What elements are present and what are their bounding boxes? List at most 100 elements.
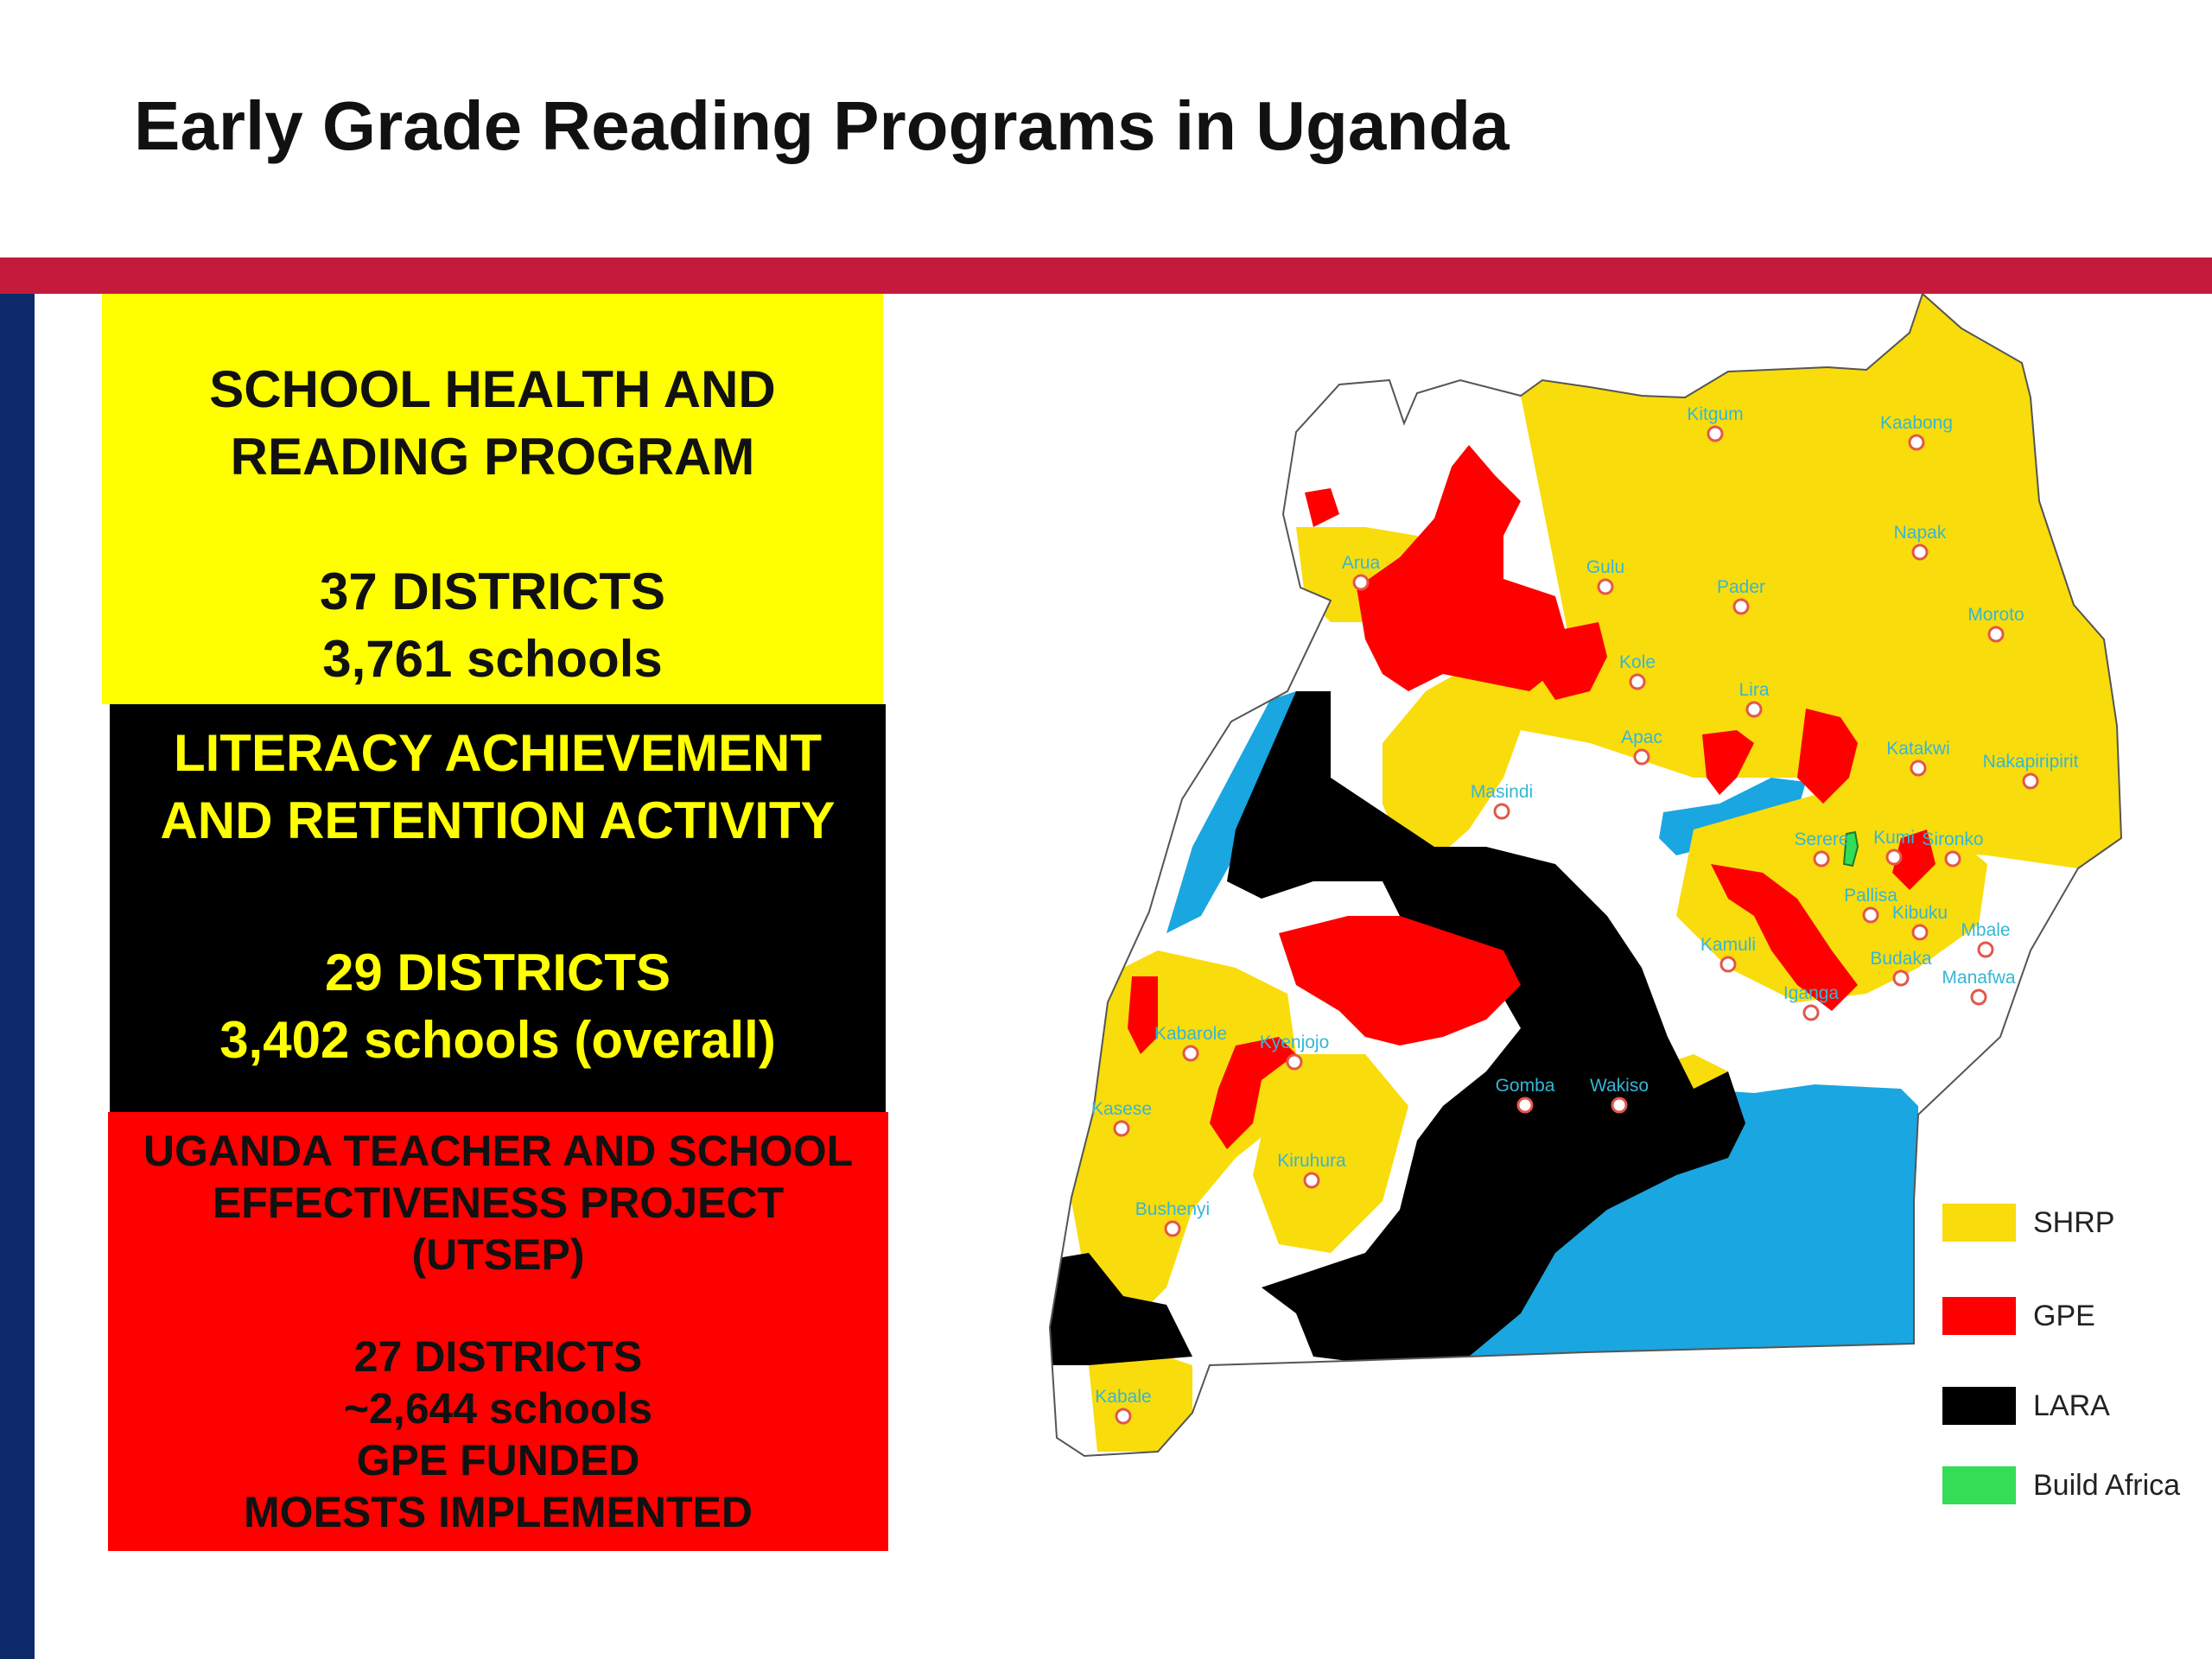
west-gpe-region <box>1279 916 1521 1046</box>
legend-swatch-shrp <box>1942 1204 2016 1242</box>
katakwi-gpe-area <box>1797 709 1858 804</box>
town-label-nakapiripirit: Nakapiripirit <box>1983 752 2079 772</box>
town-label-manafwa: Manafwa <box>1942 968 2016 988</box>
town-marker-apac <box>1633 748 1650 766</box>
shrp-schools: 3,761 schools <box>322 630 663 688</box>
utsep-panel: UGANDA TEACHER AND SCHOOL EFFECTIVENESS … <box>108 1112 888 1551</box>
town-marker-mbale <box>1977 941 1994 958</box>
town-marker-serere <box>1813 850 1830 868</box>
town-marker-budaka <box>1892 969 1910 987</box>
lara-panel: LITERACY ACHIEVEMENT AND RETENTION ACTIV… <box>110 704 886 1112</box>
utsep-schools: ~2,644 schools <box>343 1384 653 1433</box>
town-label-kamuli: Kamuli <box>1700 935 1756 955</box>
town-marker-sironko <box>1944 850 1961 868</box>
town-marker-wakiso <box>1611 1096 1628 1114</box>
town-label-lira: Lira <box>1738 680 1769 700</box>
town-marker-napak <box>1911 543 1929 561</box>
town-label-moroto: Moroto <box>1967 605 2024 625</box>
eastern-gpe-corridor <box>1711 864 1858 1011</box>
legend-swatch-gpe <box>1942 1297 2016 1335</box>
town-label-kiruhura: Kiruhura <box>1277 1151 1346 1171</box>
town-marker-arua <box>1352 574 1370 591</box>
town-label-gomba: Gomba <box>1496 1076 1555 1096</box>
town-marker-kabarole <box>1182 1045 1199 1062</box>
town-label-budaka: Budaka <box>1870 949 1932 969</box>
town-marker-katakwi <box>1910 760 1927 777</box>
kasese-gpe-area <box>1128 976 1158 1054</box>
town-marker-kumi <box>1885 849 1903 866</box>
utsep-implementer: MOESTS IMPLEMENTED <box>244 1488 753 1536</box>
town-marker-bushenyi <box>1164 1220 1181 1237</box>
town-label-kasese: Kasese <box>1091 1099 1152 1119</box>
town-label-kumi: Kumi <box>1873 828 1915 848</box>
shrp-name-line-2: READING PROGRAM <box>230 428 755 486</box>
town-label-kitgum: Kitgum <box>1687 404 1743 424</box>
town-marker-pader <box>1732 598 1750 615</box>
town-marker-manafwa <box>1970 988 1987 1006</box>
lara-schools: 3,402 schools (overall) <box>219 1011 776 1069</box>
town-label-bushenyi: Bushenyi <box>1135 1199 1210 1219</box>
lake-albert <box>1166 691 1296 933</box>
north-shrp-region <box>1382 294 2121 868</box>
legend-item-build-africa: Build Africa <box>1942 1464 2212 1507</box>
legend-label-shrp: SHRP <box>2033 1205 2115 1239</box>
kabale-shrp-area <box>1089 1348 1192 1452</box>
town-marker-nakapiripirit <box>2022 772 2039 790</box>
uganda-outline <box>1048 294 2123 1458</box>
legend-swatch-lara <box>1942 1387 2016 1425</box>
town-label-katakwi: Katakwi <box>1886 739 1950 759</box>
kyenjojo-gpe-area <box>1210 1037 1296 1149</box>
sironko-gpe-area <box>1892 830 1936 890</box>
town-label-napak: Napak <box>1894 523 1947 543</box>
town-label-kibuku: Kibuku <box>1892 903 1948 923</box>
town-marker-gomba <box>1516 1096 1534 1114</box>
southwest-shrp-region <box>1253 1054 1408 1253</box>
shrp-name-line-1: SCHOOL HEALTH AND <box>209 360 776 418</box>
town-marker-kole <box>1629 673 1646 690</box>
town-marker-kasese <box>1113 1120 1130 1137</box>
southwest-lara-region <box>1050 1253 1192 1365</box>
town-label-kyenjojo: Kyenjojo <box>1260 1033 1330 1052</box>
legend-item-shrp: SHRP <box>1942 1201 2212 1244</box>
utsep-name-line-2: EFFECTIVENESS PROJECT <box>212 1179 785 1227</box>
legend-item-lara: LARA <box>1942 1384 2212 1427</box>
town-label-kabale: Kabale <box>1095 1387 1151 1407</box>
utsep-name-line-1: UGANDA TEACHER AND SCHOOL <box>143 1127 854 1175</box>
town-label-mbale: Mbale <box>1961 920 2010 940</box>
town-label-pader: Pader <box>1717 577 1765 597</box>
kole-gpe-area <box>1538 622 1607 700</box>
town-marker-kabale <box>1115 1408 1132 1425</box>
town-marker-kiruhura <box>1303 1172 1320 1189</box>
town-marker-kaabong <box>1908 434 1925 451</box>
town-marker-iganga <box>1802 1004 1820 1021</box>
arua-gpe-area <box>1305 488 1339 527</box>
town-marker-pallisa <box>1862 906 1879 924</box>
lira-gpe-area <box>1702 730 1754 795</box>
lara-name-line-1: LITERACY ACHIEVEMENT <box>173 724 823 782</box>
legend-label-build-africa: Build Africa <box>2033 1468 2181 1502</box>
town-label-wakiso: Wakiso <box>1590 1076 1649 1096</box>
legend-item-gpe: GPE <box>1942 1294 2212 1338</box>
lara-name-line-2: AND RETENTION ACTIVITY <box>160 791 836 849</box>
town-label-gulu: Gulu <box>1586 557 1624 577</box>
town-label-sironko: Sironko <box>1922 830 1983 849</box>
town-label-kabarole: Kabarole <box>1154 1024 1227 1044</box>
legend-label-lara: LARA <box>2033 1389 2110 1422</box>
town-marker-kibuku <box>1911 924 1929 941</box>
town-marker-kitgum <box>1707 425 1724 442</box>
legend-label-gpe: GPE <box>2033 1299 2095 1332</box>
legend-swatch-build-africa <box>1942 1466 2016 1504</box>
town-label-kole: Kole <box>1619 652 1656 672</box>
town-marker-moroto <box>1987 626 2005 643</box>
town-marker-lira <box>1745 701 1763 718</box>
central-lara-region <box>1227 691 1745 1365</box>
title-divider-bar <box>0 257 2212 294</box>
town-label-masindi: Masindi <box>1471 782 1533 802</box>
utsep-funding: GPE FUNDED <box>356 1436 640 1484</box>
town-markers: Kitgum Kaabong Napak Arua Gulu Pader Moroto Kol… <box>1091 404 2079 1425</box>
town-label-serere: Serere <box>1794 830 1848 849</box>
uganda-map: Kitgum Kaabong Napak Arua Gulu Pader Moroto Kol… <box>1037 294 2212 1469</box>
town-marker-kyenjojo <box>1286 1053 1303 1071</box>
utsep-districts: 27 DISTRICTS <box>353 1332 643 1381</box>
page-title: Early Grade Reading Programs in Uganda <box>134 87 1510 164</box>
